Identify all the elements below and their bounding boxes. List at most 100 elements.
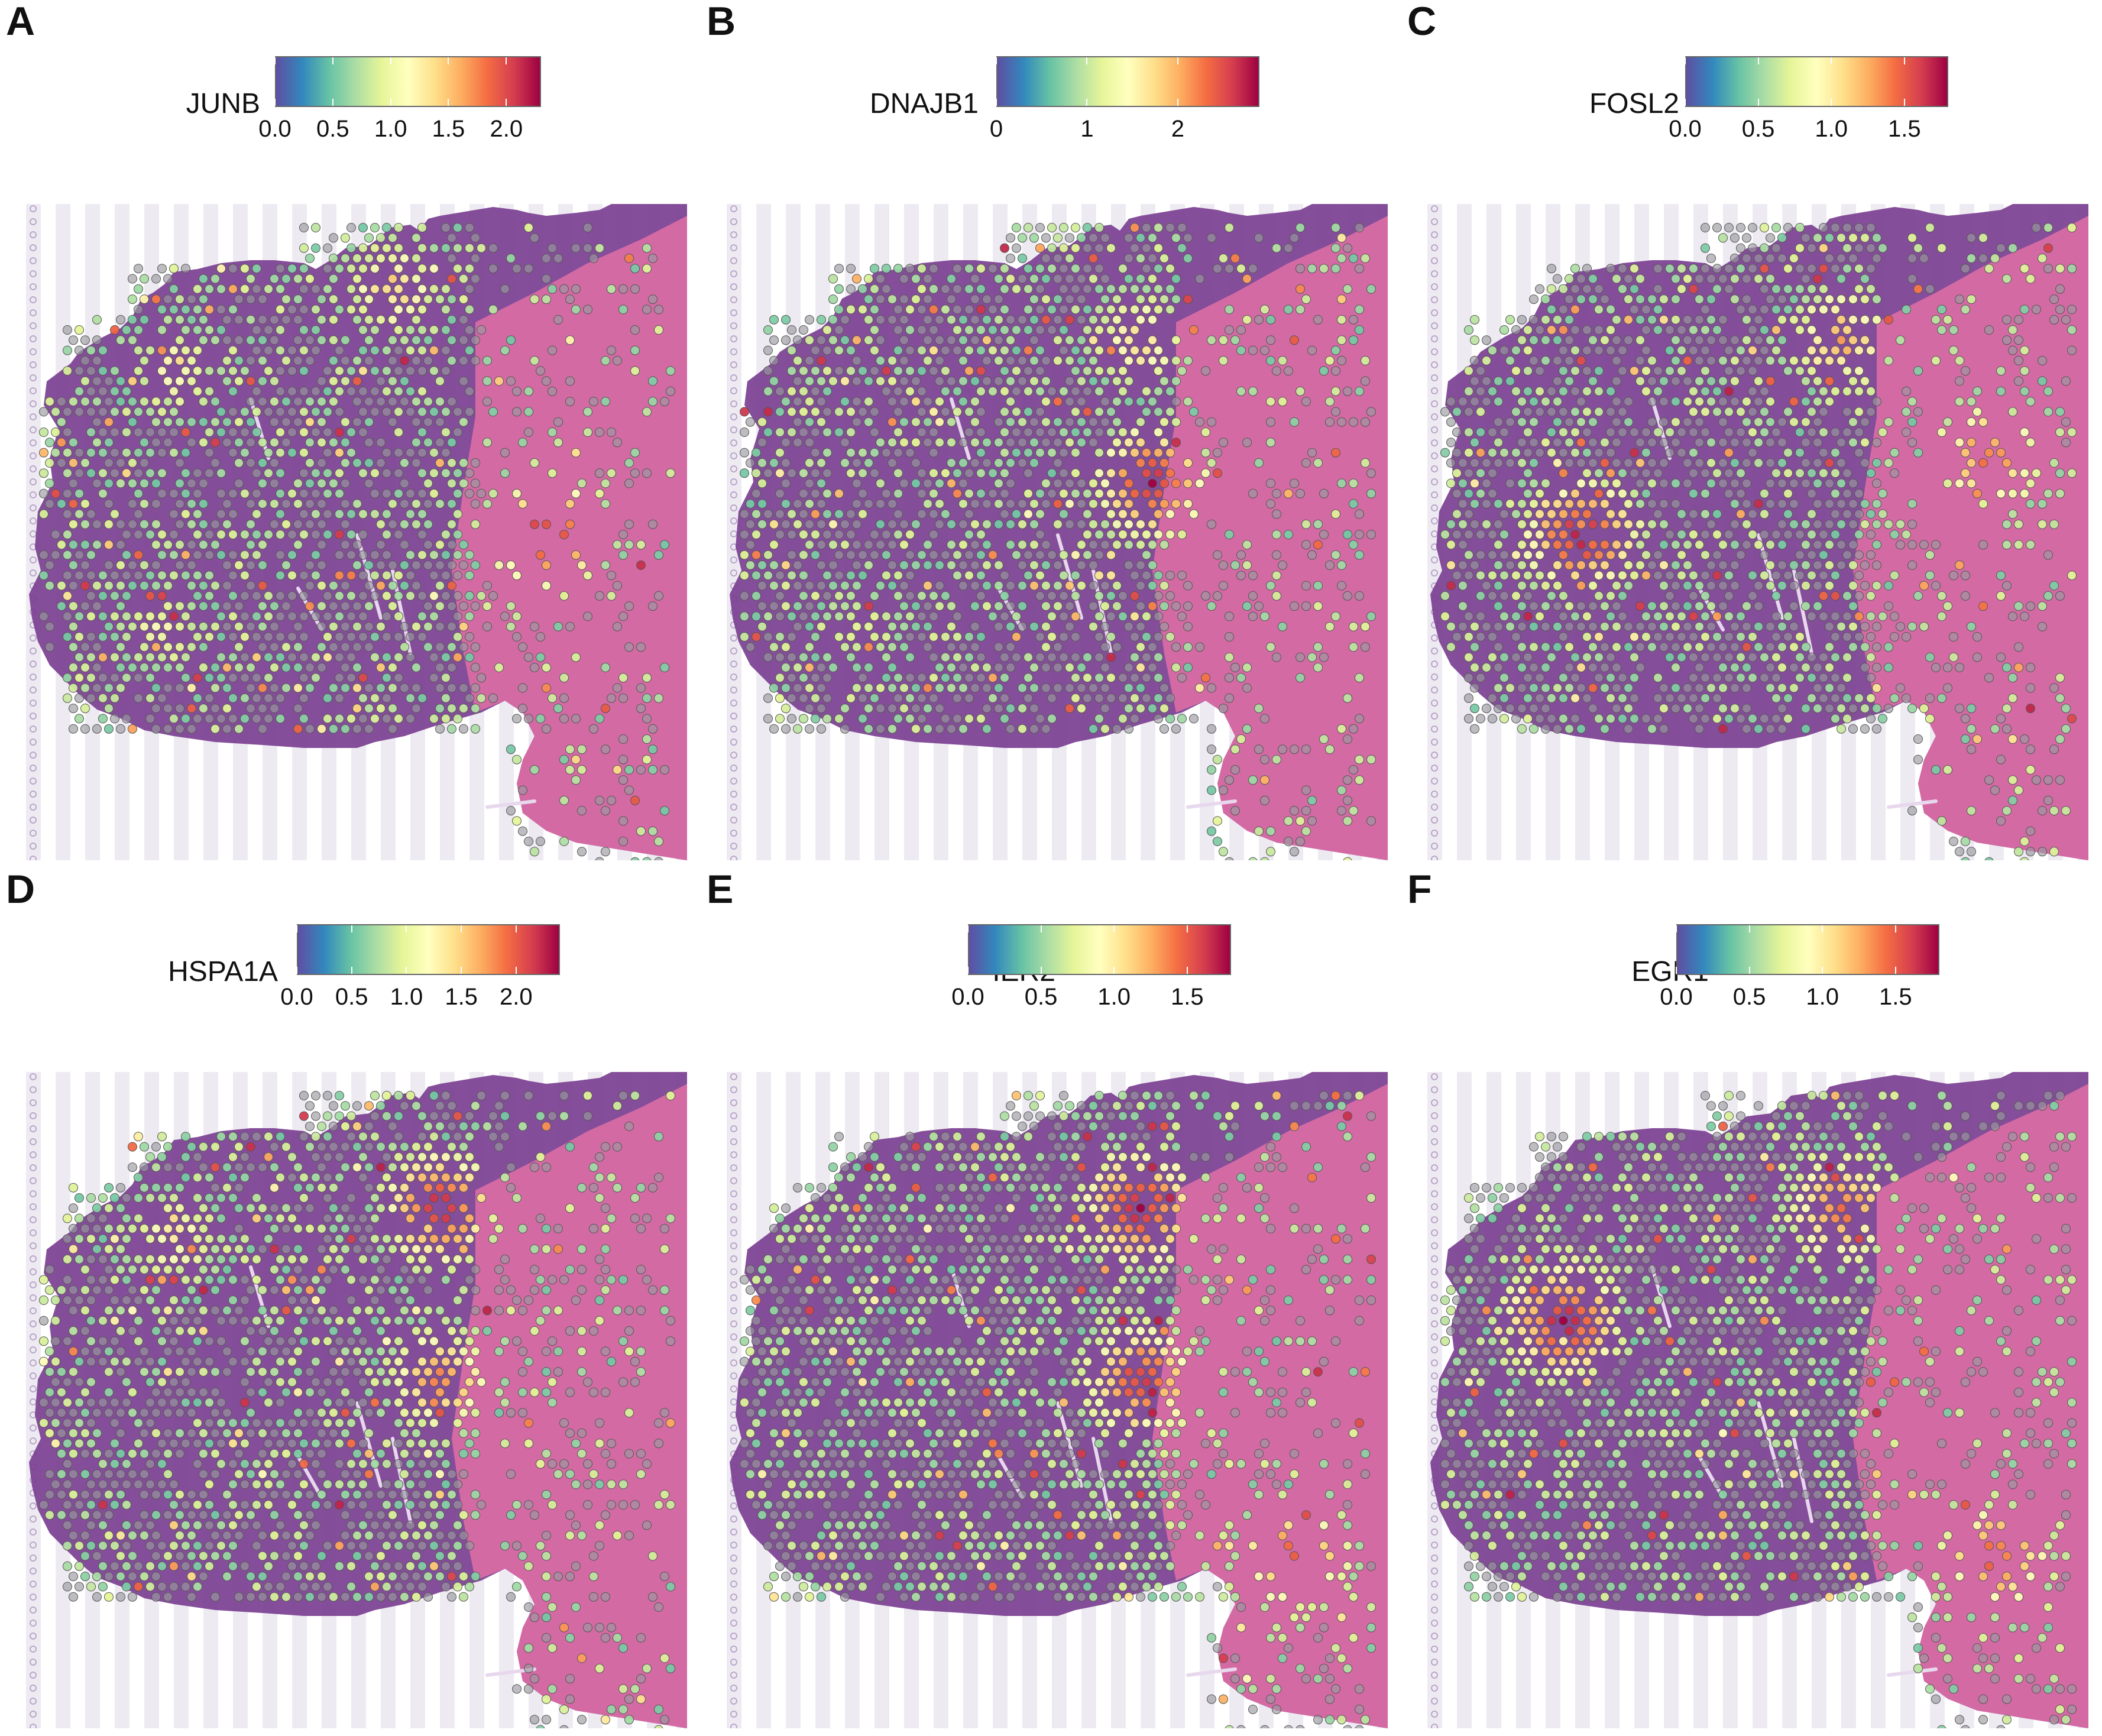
expression-spot <box>1118 305 1128 315</box>
expression-spot <box>976 284 986 294</box>
expression-spot <box>394 611 403 621</box>
expression-spot <box>45 499 54 509</box>
expression-spot <box>787 652 796 662</box>
expression-spot <box>817 581 826 591</box>
expression-spot <box>1130 673 1139 683</box>
expression-spot <box>370 223 380 232</box>
expression-spot <box>1907 540 1917 550</box>
expression-spot <box>1260 345 1269 355</box>
expression-spot <box>1159 355 1169 365</box>
expression-spot <box>565 335 575 345</box>
expression-spot <box>1695 581 1704 591</box>
expression-spot <box>293 642 303 652</box>
expression-spot <box>317 376 326 386</box>
expression-spot <box>817 458 826 468</box>
expression-spot <box>1018 581 1027 591</box>
fiducial-dot <box>30 322 37 329</box>
expression-spot <box>941 550 950 560</box>
expression-spot <box>1000 264 1009 274</box>
expression-spot <box>1582 427 1592 437</box>
expression-spot <box>1106 325 1116 335</box>
expression-spot <box>553 315 563 325</box>
expression-spot <box>828 315 838 325</box>
expression-spot <box>228 509 238 519</box>
expression-spot <box>1742 642 1751 652</box>
expression-spot <box>1349 621 1358 631</box>
expression-spot <box>799 427 808 437</box>
expression-spot <box>548 243 557 253</box>
expression-spot <box>805 478 814 488</box>
expression-spot <box>1576 417 1586 427</box>
expression-spot <box>1118 448 1128 458</box>
expression-spot <box>1718 642 1728 652</box>
expression-spot <box>246 397 255 407</box>
fiducial-dot <box>730 569 737 576</box>
expression-spot <box>1124 376 1133 386</box>
expression-spot <box>1984 264 1994 274</box>
expression-spot <box>935 478 944 488</box>
expression-spot <box>1130 509 1139 519</box>
expression-spot <box>752 591 761 601</box>
expression-spot <box>471 253 480 263</box>
expression-spot <box>1000 488 1009 498</box>
expression-spot <box>276 264 285 274</box>
expression-spot <box>1355 775 1364 785</box>
expression-spot <box>1600 642 1609 652</box>
expression-spot <box>666 386 675 396</box>
expression-spot <box>1695 540 1704 550</box>
expression-spot <box>299 611 309 621</box>
expression-spot <box>2014 355 2023 365</box>
expression-spot <box>412 417 421 427</box>
expression-spot <box>1355 305 1364 315</box>
expression-spot <box>1635 294 1645 305</box>
expression-spot <box>1766 458 1775 468</box>
expression-spot <box>1100 499 1110 509</box>
expression-spot <box>75 673 84 683</box>
expression-spot <box>181 673 190 683</box>
expression-spot <box>98 468 108 478</box>
expression-spot <box>1730 642 1740 652</box>
expression-spot <box>258 478 267 488</box>
expression-spot <box>1059 264 1068 274</box>
expression-spot <box>1978 417 1988 427</box>
expression-spot <box>75 632 84 642</box>
expression-spot <box>134 448 143 458</box>
expression-spot <box>1171 335 1181 345</box>
expression-spot <box>287 345 297 355</box>
expression-spot <box>1807 386 1816 396</box>
fiducial-dot <box>730 322 737 329</box>
expression-spot <box>811 530 820 539</box>
fiducial-dot <box>1431 257 1438 264</box>
expression-spot <box>618 775 628 785</box>
expression-spot <box>1789 662 1799 672</box>
expression-spot <box>412 560 421 570</box>
expression-spot <box>1961 837 1970 846</box>
expression-spot <box>1319 652 1329 662</box>
expression-spot <box>1635 335 1645 345</box>
expression-spot <box>1077 560 1086 570</box>
expression-spot <box>222 601 232 611</box>
expression-spot <box>246 499 255 509</box>
expression-spot <box>447 253 456 263</box>
expression-spot <box>1458 601 1468 611</box>
expression-spot <box>341 478 350 488</box>
fiducial-dot <box>730 387 737 394</box>
expression-spot <box>388 560 397 570</box>
expression-spot <box>163 294 173 305</box>
expression-spot <box>994 315 1003 325</box>
expression-spot <box>1618 571 1627 581</box>
expression-spot <box>163 540 173 550</box>
expression-spot <box>642 243 652 253</box>
expression-spot <box>270 417 279 427</box>
expression-spot <box>57 458 66 468</box>
expression-spot <box>370 366 380 376</box>
expression-spot <box>1801 662 1810 672</box>
expression-spot <box>1653 611 1663 621</box>
expression-spot <box>1848 724 1858 734</box>
expression-spot <box>75 714 84 724</box>
expression-spot <box>1701 264 1710 274</box>
expression-spot <box>151 438 161 448</box>
expression-spot <box>412 355 421 365</box>
expression-spot <box>110 571 119 581</box>
expression-spot <box>240 550 250 560</box>
